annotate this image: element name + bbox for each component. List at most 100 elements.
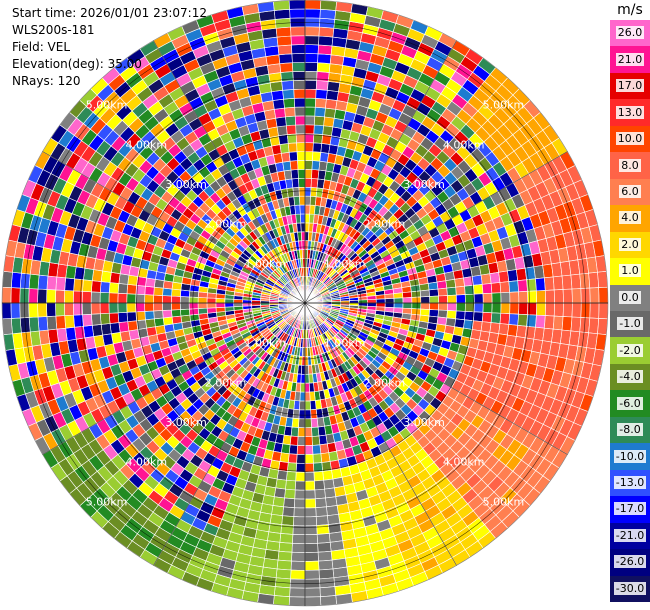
range-gate-cell <box>273 595 290 606</box>
range-gate-cell <box>322 469 334 481</box>
range-gate-cell <box>304 480 316 491</box>
range-gate-cell <box>304 0 322 10</box>
range-gate-cell <box>291 551 306 562</box>
range-gate-cell <box>318 35 334 47</box>
range-gate-cell <box>273 0 290 11</box>
range-gate-cell <box>304 587 321 598</box>
range-gate-cell <box>64 314 75 329</box>
range-gate-cell <box>46 302 57 317</box>
range-gate-cell <box>300 231 306 242</box>
range-gate-cell <box>304 569 320 580</box>
range-gate-cell <box>429 295 439 304</box>
range-gate-cell <box>304 79 317 90</box>
range-gate-cell <box>304 551 319 562</box>
range-gate-cell <box>553 289 564 304</box>
range-gate-cell <box>304 507 317 518</box>
range-gate-cell <box>297 160 306 170</box>
range-gate-cell <box>552 315 564 331</box>
range-gate-cell <box>327 81 341 93</box>
range-gate-cell <box>28 302 39 318</box>
range-gate-cell <box>384 302 395 308</box>
range-gate-cell <box>375 298 386 304</box>
range-gate-cell <box>171 295 181 304</box>
range-gate-cell <box>320 452 331 463</box>
range-gate-cell <box>276 125 288 137</box>
range-gate-cell <box>358 299 368 304</box>
range-gate-cell <box>288 151 298 162</box>
range-gate-cell <box>296 453 306 464</box>
range-gate-cell <box>287 142 298 153</box>
range-gate-cell <box>108 312 120 324</box>
range-gate-cell <box>290 35 306 46</box>
range-gate-cell <box>37 316 49 332</box>
range-gate-cell <box>300 382 306 393</box>
range-gate-cell <box>304 195 311 206</box>
range-gate-cell <box>154 317 165 328</box>
range-gate-cell <box>543 276 555 291</box>
range-gate-cell <box>281 80 295 91</box>
range-gate-cell <box>145 318 156 329</box>
range-ring-label: 1.00km <box>324 257 366 270</box>
range-gate-cell <box>598 286 609 304</box>
range-gate-cell <box>117 312 129 323</box>
range-gate-cell <box>289 160 299 171</box>
range-gate-cell <box>311 160 321 171</box>
range-gate-cell <box>293 516 306 527</box>
range-gate-cell <box>293 507 306 518</box>
range-gate-cell <box>64 290 74 304</box>
range-gate-cell <box>283 169 293 181</box>
range-gate-cell <box>326 505 339 517</box>
range-gate-cell <box>109 322 121 335</box>
range-gate-cell <box>292 525 306 536</box>
range-gate-cell <box>144 294 155 304</box>
range-gate-cell <box>276 469 288 481</box>
range-gate-cell <box>290 569 306 580</box>
range-gate-cell <box>279 62 294 73</box>
range-gate-cell <box>153 302 163 312</box>
range-gate-cell <box>311 435 321 446</box>
range-gate-cell <box>46 289 57 304</box>
range-gate-cell <box>482 292 493 304</box>
range-gate-cell <box>117 292 128 304</box>
range-gate-cell <box>10 271 22 289</box>
range-gate-cell <box>298 409 306 420</box>
range-gate-cell <box>309 391 316 402</box>
range-gate-cell <box>297 436 306 446</box>
range-gate-cell <box>289 435 299 446</box>
range-gate-cell <box>215 302 226 308</box>
range-gate-cell <box>313 124 324 135</box>
ppi-plot: 1.00km 1.00km 1.00km 1.00km 2.00km 2.00km 2.00… <box>1 0 609 607</box>
range-gate-cell <box>304 391 311 402</box>
range-gate-cell <box>318 26 335 38</box>
range-gate-cell <box>296 445 306 455</box>
range-gate-cell <box>455 285 466 296</box>
range-gate-cell <box>126 293 137 304</box>
range-gate-cell <box>99 281 111 294</box>
range-gate-cell <box>271 505 284 517</box>
range-gate-cell <box>272 496 285 508</box>
range-gate-cell <box>46 275 58 291</box>
range-gate-cell <box>300 222 306 233</box>
range-gate-cell <box>297 169 306 179</box>
range-gate-cell <box>527 290 538 304</box>
range-gate-cell <box>437 287 448 297</box>
range-gate-cell <box>304 418 312 429</box>
range-gate-cell <box>83 325 95 339</box>
range-gate-cell <box>304 204 311 215</box>
range-gate-cell <box>438 302 448 311</box>
colorbar: m/s 26.0 21.0 17.0 13.0 10.0 8.0 6.0 4.0 2.0 1.0 0… <box>610 0 650 610</box>
range-gate-cell <box>304 498 317 509</box>
range-gate-cell <box>311 169 320 180</box>
range-gate-cell <box>323 116 335 128</box>
range-gate-cell <box>280 152 291 163</box>
range-gate-cell <box>597 271 608 288</box>
colorbar-tick-label: 4.0 <box>619 211 641 225</box>
range-gate-cell <box>571 302 582 318</box>
range-gate-cell <box>304 169 313 179</box>
range-gate-cell <box>90 291 101 304</box>
range-gate-cell <box>273 8 291 20</box>
range-gate-cell <box>282 506 295 517</box>
range-gate-cell <box>304 88 317 99</box>
range-gate-cell <box>197 297 208 304</box>
scan-info: Start time: 2026/01/01 23:07:12 WLS200s-… <box>12 5 207 90</box>
